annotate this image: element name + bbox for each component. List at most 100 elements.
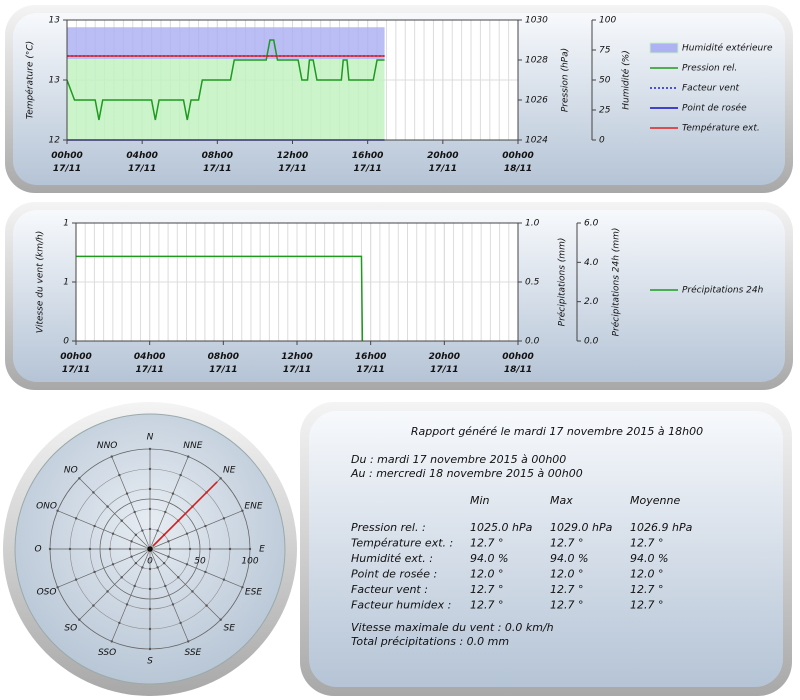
table-cell: Humidité ext. : <box>351 552 433 565</box>
x-tick-label: 16h00 17/11 <box>352 151 383 174</box>
table-cell: 1026.9 hPa <box>630 521 693 534</box>
report-from: Du : mardi 17 novembre 2015 à 00h00 <box>351 453 566 466</box>
spoke-dot <box>148 467 152 471</box>
legend-label: Température ext. <box>682 123 760 134</box>
table-cell: 12.0 ° <box>630 568 664 581</box>
x-tick-label: 00h00 17/11 <box>60 352 91 375</box>
spoke <box>79 478 151 550</box>
spoke <box>149 548 243 588</box>
y3-tick-label: 0 <box>599 136 605 146</box>
spoke-dot <box>120 519 123 522</box>
direction-label: NNE <box>183 441 202 451</box>
axis-title: Vitesse du vent (km/h) <box>36 231 46 333</box>
y3-tick-label: 6.0 <box>584 219 599 229</box>
column-header: Moyenne <box>630 494 680 507</box>
spoke-dot <box>106 590 109 593</box>
spoke-dot <box>56 586 59 589</box>
spoke-dot <box>167 555 170 558</box>
spoke-dot <box>88 547 92 551</box>
spoke-dot <box>162 561 166 565</box>
spoke-dot <box>148 507 152 511</box>
spoke-dot <box>118 621 121 625</box>
y2-tick-label: 1028 <box>525 56 548 66</box>
spoke-dot <box>128 547 132 551</box>
spoke-dot <box>130 555 133 558</box>
table-cell: 12.7 ° <box>470 599 504 612</box>
r-tick-label: 50 <box>194 557 206 567</box>
spoke-dot <box>110 455 113 458</box>
line <box>66 39 385 121</box>
y3-tick-label: 4.0 <box>584 258 599 268</box>
direction-label: NO <box>64 465 78 475</box>
x-tick-label: 16h00 17/11 <box>355 352 386 375</box>
axis-title: Température (°C) <box>25 41 36 119</box>
spoke <box>149 548 189 642</box>
table-cell: 12.7 ° <box>550 583 584 596</box>
spoke <box>79 548 151 620</box>
direction-label: N <box>147 433 154 443</box>
report-wind: Vitesse maximale du vent : 0.0 km/h <box>351 621 554 634</box>
direction-label: OSO <box>37 587 57 597</box>
spoke-dot <box>187 640 190 643</box>
column-header: Min <box>470 494 490 507</box>
spoke-dot <box>118 473 121 477</box>
direction-label: ENE <box>244 502 262 512</box>
legend-swatch <box>649 42 679 54</box>
spoke-dot <box>179 473 182 477</box>
spoke-dot <box>205 604 208 607</box>
y-tick-label: 1 <box>63 219 69 229</box>
spoke-dot <box>171 492 175 495</box>
spoke-dot <box>148 647 152 651</box>
report-to: Au : mercredi 18 novembre 2015 à 00h00 <box>350 467 583 480</box>
table-cell: 12.7 ° <box>630 583 664 596</box>
direction-label: S <box>147 657 153 667</box>
spoke-dot <box>78 477 81 480</box>
spoke-dot <box>179 621 182 625</box>
spoke-dot <box>93 570 96 574</box>
legend-label: Facteur vent <box>682 84 740 94</box>
table-cell: 12.7 ° <box>470 537 504 550</box>
spoke-dot <box>120 576 123 579</box>
area <box>67 27 385 141</box>
table-cell: 1025.0 hPa <box>470 521 533 534</box>
spoke-dot <box>248 547 252 551</box>
y3-tick-label: 100 <box>599 16 616 26</box>
spoke-dot <box>92 491 95 494</box>
spoke-dot <box>204 570 207 574</box>
table-cell: 12.7 ° <box>470 583 504 596</box>
y2-tick-label: 1030 <box>525 16 548 26</box>
x-tick-label: 12h00 17/11 <box>281 352 312 375</box>
y2-tick-label: 1026 <box>525 96 548 106</box>
table-cell: Facteur vent : <box>351 583 428 596</box>
legend-label: Pression rel. <box>682 64 737 74</box>
spoke-dot <box>130 540 133 543</box>
report-title: Rapport généré le mardi 17 novembre 2015… <box>411 425 703 438</box>
spoke <box>111 548 151 642</box>
spoke-dot <box>222 578 226 581</box>
direction-label: O <box>34 545 41 555</box>
spoke-dot <box>125 492 129 495</box>
spoke-dot <box>164 510 167 514</box>
y2-tick-label: 1024 <box>525 136 548 146</box>
spoke <box>149 456 189 550</box>
spoke-dot <box>177 576 180 579</box>
y-tick-label: 13 <box>49 76 61 86</box>
x-tick-label: 00h00 18/11 <box>502 151 533 174</box>
spoke-dot <box>208 547 212 551</box>
panel-face <box>309 411 783 687</box>
table-cell: Point de rosée : <box>351 568 437 581</box>
x-tick-label: 00h00 18/11 <box>502 352 533 375</box>
direction-label: SO <box>64 624 77 634</box>
axis-title: Précipitations 24h (mm) <box>611 228 622 337</box>
spoke-dot <box>141 529 144 532</box>
spoke-dot <box>125 603 129 606</box>
table-cell: 12.0 ° <box>470 568 504 581</box>
spoke-dot <box>148 487 152 491</box>
spoke-dot <box>241 509 244 512</box>
spoke-dot <box>187 455 190 458</box>
table-cell: 94.0 % <box>550 552 588 565</box>
axis-title: Pression (hPa) <box>561 48 571 112</box>
spoke-dot <box>133 584 136 588</box>
spoke-dot <box>185 532 189 535</box>
